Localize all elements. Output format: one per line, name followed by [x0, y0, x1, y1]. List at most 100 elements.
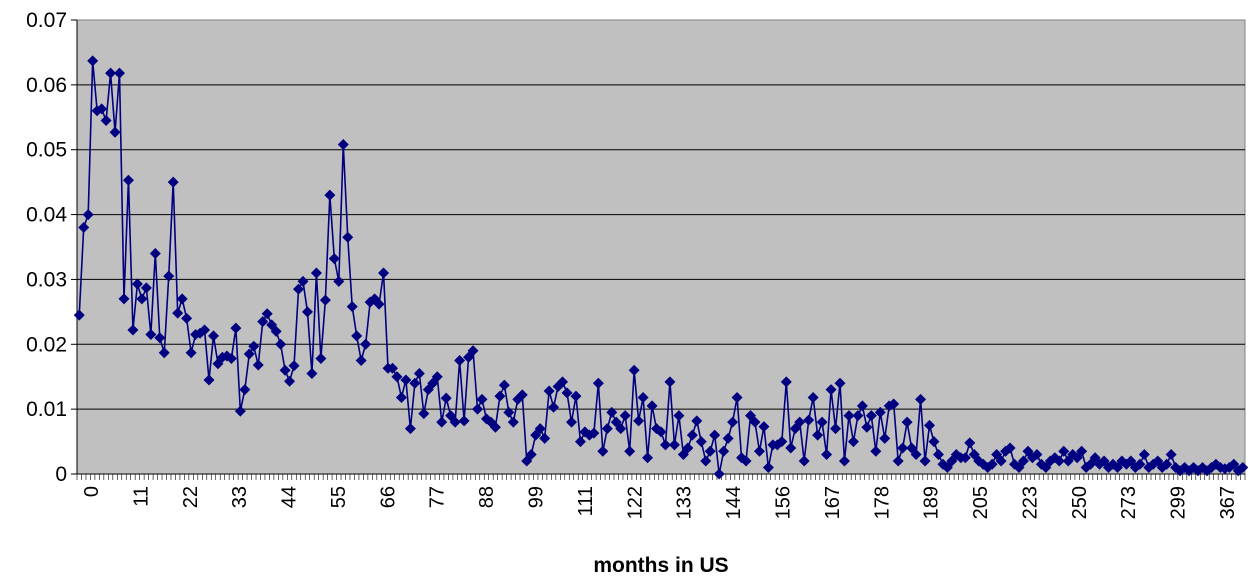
data-point — [762, 462, 774, 474]
data-point — [333, 275, 345, 287]
data-point — [409, 377, 421, 389]
x-tick-label: 77 — [427, 486, 449, 508]
data-point — [861, 421, 873, 433]
y-tick-label: 0 — [55, 463, 67, 486]
data-point — [391, 371, 403, 383]
data-point — [315, 353, 327, 365]
data-point — [373, 298, 385, 310]
data-point — [624, 445, 636, 457]
y-tick-label: 0.01 — [26, 398, 67, 421]
data-point — [915, 393, 927, 405]
data-point — [1004, 442, 1016, 454]
data-point — [127, 324, 139, 336]
x-tick-label: 223 — [1019, 486, 1041, 519]
data-point — [659, 439, 671, 451]
data-point — [87, 55, 99, 67]
data-point — [633, 415, 645, 427]
data-point — [109, 126, 121, 138]
data-point — [400, 374, 412, 386]
data-point — [489, 421, 501, 433]
data-point — [794, 416, 806, 428]
x-tick-label: 205 — [970, 486, 992, 519]
data-point — [592, 377, 604, 389]
data-point — [664, 376, 676, 388]
data-point — [413, 367, 425, 379]
data-point — [1076, 445, 1088, 457]
data-point — [1237, 462, 1249, 474]
data-point — [203, 374, 215, 386]
data-point — [404, 423, 416, 435]
data-point — [319, 294, 331, 306]
data-point — [776, 436, 788, 448]
data-point — [548, 401, 560, 413]
data-point — [516, 389, 528, 401]
data-point — [834, 377, 846, 389]
data-point — [727, 416, 739, 428]
data-point — [1058, 445, 1070, 457]
data-point — [279, 364, 291, 376]
data-point — [673, 410, 685, 422]
data-point — [897, 442, 909, 454]
data-point — [785, 442, 797, 454]
data-point — [870, 445, 882, 457]
data-point — [467, 345, 479, 357]
data-point — [691, 415, 703, 427]
data-point — [243, 348, 255, 360]
plot-area — [76, 19, 1246, 475]
data-point — [378, 267, 390, 279]
data-point — [145, 329, 157, 341]
data-point — [597, 445, 609, 457]
x-tick-label: 156 — [772, 486, 794, 519]
data-point — [284, 375, 296, 387]
data-point — [758, 421, 770, 433]
data-point — [838, 455, 850, 467]
data-point — [539, 432, 551, 444]
data-point — [682, 442, 694, 454]
data-point — [114, 67, 126, 79]
data-point — [261, 308, 273, 320]
data-point — [346, 301, 358, 313]
x-tick-label: 66 — [377, 486, 399, 508]
data-point — [901, 416, 913, 428]
data-point — [131, 278, 143, 290]
data-point — [825, 384, 837, 396]
data-point — [418, 408, 430, 420]
data-point — [619, 410, 631, 422]
data-point — [167, 176, 179, 188]
data-point — [136, 293, 148, 305]
data-point — [386, 362, 398, 374]
data-point — [476, 393, 488, 405]
x-tick-label: 88 — [476, 486, 498, 508]
data-point — [995, 455, 1007, 467]
data-point — [78, 222, 90, 234]
gridlines — [77, 84, 1245, 410]
data-point — [342, 231, 354, 243]
x-tick-label: 33 — [229, 486, 251, 508]
y-tick-label: 0.06 — [26, 74, 67, 97]
x-tick-label: 178 — [871, 486, 893, 519]
data-point — [740, 455, 752, 467]
data-point — [436, 416, 448, 428]
data-point — [360, 338, 372, 350]
data-point — [507, 416, 519, 428]
data-point — [154, 332, 166, 344]
data-point — [964, 437, 976, 449]
y-tick-label: 0.03 — [26, 268, 67, 291]
data-point — [337, 139, 349, 151]
data-point — [472, 403, 484, 415]
data-point — [798, 455, 810, 467]
data-point — [297, 275, 309, 287]
y-tick-label: 0.04 — [26, 204, 67, 227]
y-tick-label: 0.07 — [26, 9, 67, 32]
data-point — [986, 458, 998, 470]
data-point — [588, 427, 600, 439]
x-tick-label: 250 — [1069, 486, 1091, 519]
data-point — [865, 410, 877, 422]
x-tick-label: 167 — [822, 486, 844, 519]
data-point — [248, 340, 260, 352]
data-point — [731, 391, 743, 403]
data-point — [440, 392, 452, 404]
data-point — [888, 398, 900, 410]
data-point — [780, 376, 792, 388]
data-point — [310, 267, 322, 279]
